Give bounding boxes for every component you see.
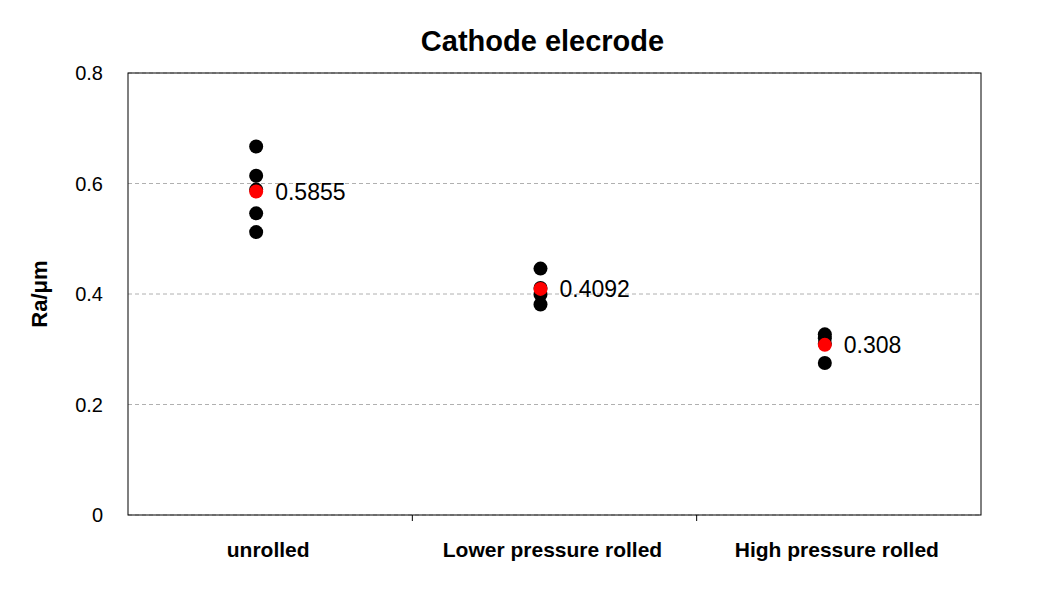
data-label: 0.4092 bbox=[560, 276, 630, 302]
point bbox=[534, 262, 548, 276]
mean-point bbox=[249, 185, 263, 199]
point bbox=[818, 356, 832, 370]
chart: Cathode elecrode Ra/μm 0 0.2 0.4 0.6 0.8 unroll… bbox=[0, 0, 1064, 591]
y-tick-label: 0.8 bbox=[75, 62, 103, 84]
data-label: 0.5855 bbox=[275, 179, 345, 205]
mean-point bbox=[818, 338, 832, 352]
y-tick-label: 0 bbox=[92, 504, 103, 526]
marks bbox=[249, 139, 832, 370]
point bbox=[249, 225, 263, 239]
x-tick-label: unrolled bbox=[227, 538, 310, 561]
title: Cathode elecrode bbox=[421, 25, 664, 57]
point bbox=[249, 169, 263, 183]
x-tick bbox=[412, 515, 413, 521]
plot-frame bbox=[128, 73, 981, 515]
grid-line bbox=[128, 404, 981, 405]
point bbox=[534, 281, 548, 295]
point bbox=[249, 139, 263, 153]
x-tick-label: Lower pressure rolled bbox=[443, 538, 662, 561]
point bbox=[249, 206, 263, 220]
x-tick-label: High pressure rolled bbox=[735, 538, 939, 561]
point bbox=[534, 297, 548, 311]
grid-line bbox=[128, 294, 981, 295]
mean-point bbox=[534, 282, 548, 296]
x-tick bbox=[696, 515, 697, 521]
y-tick-label: 0.2 bbox=[75, 394, 103, 416]
y-tick-label: 0.6 bbox=[75, 173, 103, 195]
y-axis-label: Ra/μm bbox=[27, 260, 52, 327]
data-label: 0.308 bbox=[844, 332, 902, 358]
y-tick-label: 0.4 bbox=[75, 283, 103, 305]
